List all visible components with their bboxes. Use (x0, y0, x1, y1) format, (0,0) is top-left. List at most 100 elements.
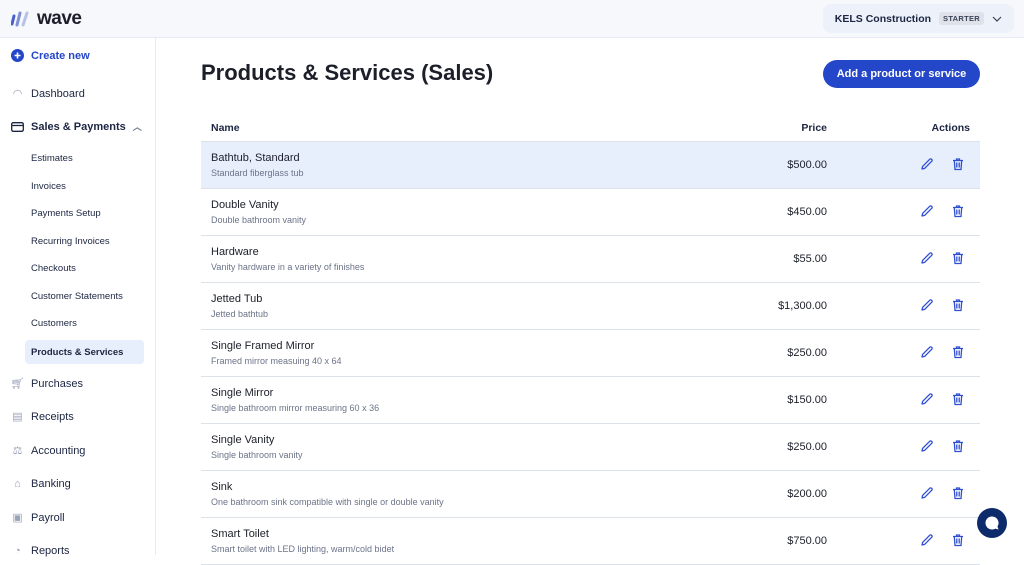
product-price: $200.00 (787, 488, 827, 500)
clipboard-icon: ▣ (12, 512, 23, 524)
product-name: Single Framed Mirror (211, 340, 315, 352)
table-row[interactable]: Single Vanity Single bathroom vanity $25… (201, 424, 980, 471)
delete-trash-icon[interactable] (951, 486, 965, 500)
table-row[interactable]: Hardware Vanity hardware in a variety of… (201, 236, 980, 283)
wave-logo[interactable]: wave (11, 8, 82, 30)
product-name: Jetted Tub (211, 293, 263, 305)
create-new-button[interactable]: Create new (11, 49, 90, 62)
sidebar-sub-estimates[interactable]: Estimates (31, 152, 73, 164)
product-price: $250.00 (787, 347, 827, 359)
pie-chart-icon: ◔ (14, 544, 21, 557)
product-name: Hardware (211, 246, 259, 258)
product-description: Single bathroom mirror measuring 60 x 36 (211, 403, 380, 413)
sidebar-item-receipts[interactable]: ▤ Receipts (11, 410, 74, 424)
sidebar-item-banking[interactable]: ⌂ Banking (11, 477, 71, 490)
product-price: $150.00 (787, 394, 827, 406)
delete-trash-icon[interactable] (951, 157, 965, 171)
product-name: Single Mirror (211, 387, 274, 399)
product-price: $1,300.00 (778, 300, 827, 312)
table-row[interactable]: Jetted Tub Jetted bathtub $1,300.00 (201, 283, 980, 330)
table-row[interactable]: Single Mirror Single bathroom mirror mea… (201, 377, 980, 424)
table-row[interactable]: Single Framed Mirror Framed mirror measu… (201, 330, 980, 377)
product-description: Double bathroom vanity (211, 215, 307, 225)
column-header-name[interactable]: Name (211, 122, 240, 134)
edit-pencil-icon[interactable] (920, 298, 934, 312)
edit-pencil-icon[interactable] (920, 345, 934, 359)
sidebar-item-label: Receipts (31, 410, 74, 423)
product-price: $55.00 (793, 253, 827, 265)
plus-circle-icon (11, 49, 24, 62)
sidebar-sub-invoices[interactable]: Invoices (31, 180, 66, 192)
product-description: Vanity hardware in a variety of finishes (211, 262, 365, 272)
sidebar-sub-products-services[interactable]: Products & Services (25, 340, 144, 364)
delete-trash-icon[interactable] (951, 439, 965, 453)
chevron-up-icon: ︿ (132, 122, 142, 132)
product-name: Bathtub, Standard (211, 152, 300, 164)
product-description: Framed mirror measuing 40 x 64 (211, 356, 342, 366)
edit-pencil-icon[interactable] (920, 204, 934, 218)
product-description: Smart toilet with LED lighting, warm/col… (211, 544, 395, 554)
logo-text: wave (37, 8, 82, 29)
page-title: Products & Services (Sales) (201, 60, 494, 85)
delete-trash-icon[interactable] (951, 204, 965, 218)
edit-pencil-icon[interactable] (920, 392, 934, 406)
delete-trash-icon[interactable] (951, 392, 965, 406)
sidebar-sub-recurring-invoices[interactable]: Recurring Invoices (31, 235, 110, 247)
product-name: Sink (211, 481, 233, 493)
sidebar-sub-customer-statements[interactable]: Customer Statements (31, 290, 123, 302)
product-description: Jetted bathtub (211, 309, 269, 319)
edit-pencil-icon[interactable] (920, 439, 934, 453)
top-bar: wave KELS Construction STARTER (0, 0, 1024, 38)
product-description: One bathroom sink compatible with single… (211, 497, 444, 507)
table-row[interactable]: Smart Toilet Smart toilet with LED light… (201, 518, 980, 565)
sidebar-item-purchases[interactable]: 🛒︎ Purchases (11, 377, 83, 391)
chat-button[interactable] (977, 508, 1007, 538)
sidebar-item-label: Payroll (31, 511, 65, 524)
bank-icon: ⌂ (14, 477, 21, 490)
sidebar-item-reports[interactable]: ◔ Reports (11, 544, 70, 557)
edit-pencil-icon[interactable] (920, 251, 934, 265)
delete-trash-icon[interactable] (951, 345, 965, 359)
product-price: $750.00 (787, 535, 827, 547)
credit-card-icon (11, 120, 24, 133)
product-name: Single Vanity (211, 434, 275, 446)
column-header-price[interactable]: Price (801, 122, 827, 134)
receipt-icon: ▤ (12, 411, 23, 423)
sidebar-item-accounting[interactable]: ⚖︎ Accounting (11, 444, 86, 458)
add-product-button[interactable]: Add a product or service (823, 60, 980, 88)
sidebar: Create new ◠ Dashboard Sales & Payments ︿ … (0, 38, 156, 557)
wave-logo-icon (11, 11, 29, 27)
products-table: Name Price Actions Bathtub, Standard Sta… (201, 112, 980, 565)
product-price: $450.00 (787, 206, 827, 218)
sidebar-item-label: Sales & Payments (31, 120, 126, 133)
product-price: $250.00 (787, 441, 827, 453)
sidebar-sub-payments-setup[interactable]: Payments Setup (31, 207, 101, 219)
edit-pencil-icon[interactable] (920, 486, 934, 500)
sidebar-item-label: Accounting (31, 444, 86, 457)
sidebar-item-label: Reports (31, 544, 70, 557)
delete-trash-icon[interactable] (951, 298, 965, 312)
create-new-label: Create new (31, 49, 90, 62)
edit-pencil-icon[interactable] (920, 157, 934, 171)
sidebar-item-dashboard[interactable]: ◠ Dashboard (11, 87, 85, 101)
column-header-actions: Actions (931, 122, 970, 134)
sidebar-item-payroll[interactable]: ▣ Payroll (11, 511, 65, 525)
table-row[interactable]: Bathtub, Standard Standard fiberglass tu… (201, 142, 980, 189)
sidebar-sub-checkouts[interactable]: Checkouts (31, 262, 76, 274)
table-row[interactable]: Double Vanity Double bathroom vanity $45… (201, 189, 980, 236)
delete-trash-icon[interactable] (951, 533, 965, 547)
business-name: KELS Construction (834, 12, 932, 25)
chevron-down-icon (992, 16, 1002, 22)
sidebar-item-label: Banking (31, 477, 71, 490)
product-name: Double Vanity (211, 199, 279, 211)
delete-trash-icon[interactable] (951, 251, 965, 265)
product-description: Single bathroom vanity (211, 450, 303, 460)
business-switcher[interactable]: KELS Construction STARTER (822, 4, 1014, 33)
sidebar-item-label: Purchases (31, 377, 83, 390)
product-description: Standard fiberglass tub (211, 168, 304, 178)
edit-pencil-icon[interactable] (920, 533, 934, 547)
sidebar-sub-customers[interactable]: Customers (31, 317, 77, 329)
table-row[interactable]: Sink One bathroom sink compatible with s… (201, 471, 980, 518)
sidebar-item-sales-payments[interactable]: Sales & Payments ︿ (11, 120, 142, 133)
sidebar-item-label: Dashboard (31, 87, 85, 100)
